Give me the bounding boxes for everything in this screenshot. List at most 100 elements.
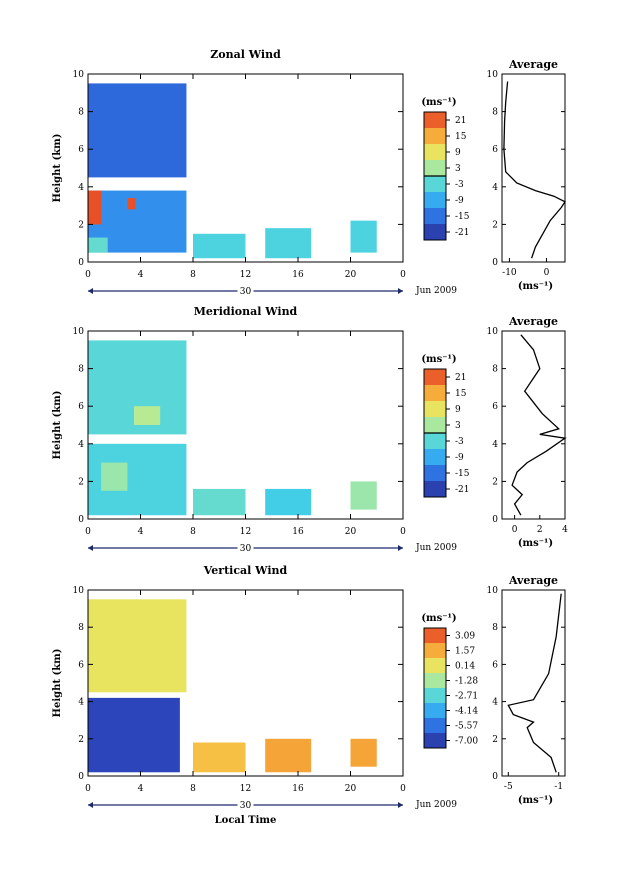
x-tick-label: 4: [138, 527, 144, 537]
average-y-tick-label: 2: [492, 220, 498, 230]
colorbar-segment: [424, 208, 446, 224]
average-frame: [501, 589, 566, 777]
x-tick-label: 8: [190, 784, 196, 794]
colorbar-unit: (ms⁻¹): [421, 354, 456, 365]
colorbar-segment: [424, 718, 446, 733]
average-title: Average: [508, 574, 558, 587]
average-y-tick-label: 2: [492, 477, 498, 487]
colorbar-segment: [424, 160, 446, 176]
colorbar-tick-label: -3: [455, 180, 464, 190]
colorbar-segment: [424, 481, 446, 497]
day-label: 30: [240, 544, 252, 554]
x-tick-label: 12: [240, 784, 251, 794]
x-tick-label: 8: [190, 270, 196, 280]
y-tick-label: 10: [73, 586, 85, 596]
average-y-tick-label: 0: [492, 515, 498, 525]
x-tick-label: 0: [85, 527, 91, 537]
heatmap-cell: [133, 406, 161, 425]
panel-title: Vertical Wind: [203, 564, 288, 577]
heatmap-cell: [127, 198, 136, 210]
panel-title: Meridional Wind: [194, 305, 298, 318]
colorbar-tick-label: -21: [455, 228, 470, 238]
average-y-tick-label: 8: [492, 623, 498, 633]
x-tick-label: 16: [292, 270, 304, 280]
y-axis-label: Height (km): [52, 134, 63, 203]
average-y-tick-label: 4: [492, 440, 498, 450]
x-tick-label: 0: [85, 270, 91, 280]
colorbar-tick-label: -15: [455, 469, 470, 479]
y-tick-label: 2: [78, 220, 84, 230]
colorbar-tick-label: -9: [455, 453, 464, 463]
average-x-tick-label: -1: [554, 782, 563, 792]
colorbar-segment: [424, 643, 446, 658]
date-label: Jun 2009: [415, 543, 457, 553]
x-tick-label: 4: [138, 784, 144, 794]
average-frame: [501, 330, 566, 520]
y-tick-label: 8: [78, 365, 84, 375]
y-axis-label: Height (km): [52, 391, 63, 460]
x-tick-label: 0: [400, 270, 406, 280]
colorbar-tick-label: -21: [455, 485, 470, 495]
colorbar-tick-label: 21: [455, 373, 466, 383]
colorbar-segment: [424, 385, 446, 401]
colorbar-tick-label: 3.09: [455, 632, 475, 642]
average-y-tick-label: 6: [492, 145, 498, 155]
x-tick-label: 0: [400, 527, 406, 537]
heatmap-cell: [265, 488, 312, 516]
colorbar-unit: (ms⁻¹): [421, 97, 456, 108]
heatmap-cell: [350, 220, 377, 253]
y-tick-label: 6: [78, 402, 84, 412]
colorbar-tick-label: 15: [455, 389, 467, 399]
colorbar-segment: [424, 369, 446, 385]
heatmap-cell: [88, 237, 108, 253]
colorbar-segment: [424, 401, 446, 417]
heatmap-cell: [193, 233, 246, 259]
x-tick-label: 12: [240, 270, 251, 280]
heatmap-cell: [350, 738, 377, 767]
average-x-tick-label: 0: [512, 525, 518, 535]
average-y-tick-label: 6: [492, 402, 498, 412]
colorbar-tick-label: 21: [455, 116, 466, 126]
colorbar-segment: [424, 176, 446, 192]
y-tick-label: 8: [78, 108, 84, 118]
colorbar-segment: [424, 128, 446, 144]
colorbar-segment: [424, 417, 446, 433]
day-bar-arrow-right: [398, 802, 403, 808]
colorbar-segment: [424, 192, 446, 208]
day-label: 30: [240, 287, 252, 297]
average-y-tick-label: 0: [492, 258, 498, 268]
day-bar-arrow-left: [88, 802, 93, 808]
average-x-label: (ms⁻¹): [518, 538, 553, 549]
average-y-tick-label: 8: [492, 108, 498, 118]
average-frame: [501, 73, 566, 263]
day-label-bg: [237, 286, 254, 296]
y-tick-label: 4: [78, 183, 84, 193]
colorbar-tick-label: -1.28: [455, 677, 478, 687]
average-x-tick-label: 0: [544, 268, 550, 278]
day-label-bg: [237, 543, 254, 553]
y-tick-label: 4: [78, 440, 84, 450]
colorbar-segment: [424, 628, 446, 643]
colorbar-unit: (ms⁻¹): [421, 613, 456, 624]
x-tick-label: 20: [345, 527, 357, 537]
day-bar-arrow-right: [398, 545, 403, 551]
colorbar-tick-label: -5.57: [455, 722, 478, 732]
colorbar-frame: [423, 627, 447, 749]
y-tick-label: 0: [78, 515, 84, 525]
average-y-tick-label: 6: [492, 660, 498, 670]
colorbar-segment: [424, 658, 446, 673]
y-tick-label: 10: [73, 70, 85, 80]
y-tick-label: 2: [78, 477, 84, 487]
colorbar-segment: [424, 144, 446, 160]
y-tick-label: 2: [78, 735, 84, 745]
average-y-tick-label: 2: [492, 735, 498, 745]
colorbar-segment: [424, 703, 446, 718]
y-axis-label: Height (km): [52, 649, 63, 718]
colorbar-segment: [424, 673, 446, 688]
colorbar-tick-label: 1.57: [455, 647, 475, 657]
average-profile-line: [507, 593, 562, 773]
y-tick-label: 0: [78, 772, 84, 782]
y-tick-label: 10: [73, 327, 85, 337]
x-tick-label: 8: [190, 527, 196, 537]
colorbar-tick-label: -9: [455, 196, 464, 206]
